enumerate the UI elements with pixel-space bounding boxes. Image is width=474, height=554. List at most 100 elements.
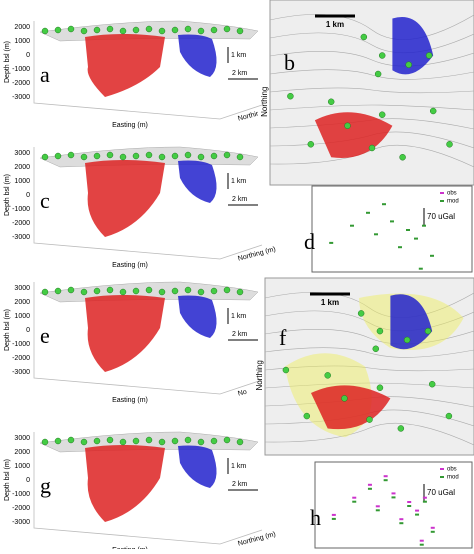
- station: [236, 153, 244, 161]
- station: [80, 438, 88, 446]
- station: [184, 436, 192, 444]
- station: [376, 384, 384, 391]
- station: [425, 52, 433, 59]
- station: [344, 122, 351, 130]
- station: [424, 327, 432, 335]
- station: [307, 141, 315, 148]
- legend-label: obs: [447, 467, 457, 473]
- legend-mod-swatch: [440, 200, 444, 202]
- obs-point: [383, 475, 388, 478]
- obs-point: [415, 509, 420, 512]
- station: [223, 286, 231, 294]
- obs-point: [367, 483, 372, 486]
- station: [54, 152, 62, 160]
- y-tick-label: -3000: [12, 519, 30, 526]
- panel-bg: [311, 185, 473, 273]
- station: [366, 416, 373, 423]
- mod-point: [374, 233, 378, 236]
- y-tick-label: 0: [26, 327, 30, 334]
- y-tick-label: -2000: [12, 505, 30, 512]
- panel-label: g: [40, 473, 51, 498]
- station: [93, 152, 101, 160]
- station: [236, 288, 244, 296]
- scale-label-h: 2 km: [232, 70, 247, 77]
- box-frame: [33, 432, 263, 545]
- red-body: [85, 34, 165, 97]
- scale-label-v: 1 km: [231, 463, 246, 470]
- panel-bg: [314, 461, 473, 549]
- y-tick-label: -2000: [12, 220, 30, 227]
- map-panel: 1 km Northing f: [255, 277, 474, 456]
- panel-label: a: [40, 62, 50, 87]
- axis-label: Northing: [255, 360, 264, 390]
- mod-point: [331, 517, 336, 520]
- contour: [264, 347, 474, 358]
- scale-label-h: 2 km: [232, 196, 247, 203]
- obs-point: [375, 505, 380, 508]
- panel-label: f: [279, 325, 287, 350]
- y-tick-label: 0: [26, 477, 30, 484]
- station: [106, 151, 114, 159]
- station: [132, 152, 140, 160]
- gravity-panel: obs mod 70 uGal d: [304, 185, 473, 273]
- scale-label-h: 2 km: [232, 481, 247, 488]
- station: [145, 25, 153, 33]
- station: [399, 154, 406, 161]
- station: [360, 33, 368, 41]
- panel-3d: 3000 2000 1000 0 -1000 -2000 -3000 Depth bsl (m…: [4, 431, 277, 554]
- station: [236, 438, 244, 446]
- panel-3d: 2000 1000 0 -1000 -2000 -3000 Depth bsl (m) a 1 …: [4, 20, 263, 129]
- scale-label: 70 uGal: [427, 212, 455, 221]
- contour: [269, 87, 474, 94]
- station: [67, 25, 75, 33]
- station: [106, 436, 114, 444]
- station: [184, 25, 192, 33]
- station: [93, 437, 101, 445]
- mod-point: [430, 530, 435, 533]
- station: [184, 286, 192, 294]
- station: [368, 144, 376, 152]
- obs-point: [391, 492, 396, 495]
- mod-point: [398, 246, 402, 249]
- mod-point: [430, 254, 434, 257]
- panel-label: c: [40, 188, 50, 213]
- y-tick-label: 3000: [14, 285, 30, 292]
- station: [171, 26, 179, 34]
- station: [93, 287, 101, 295]
- blue-body: [390, 294, 433, 350]
- station: [197, 153, 205, 161]
- station: [210, 437, 218, 445]
- station: [67, 286, 75, 294]
- station: [446, 141, 453, 148]
- station: [158, 27, 166, 35]
- contour: [269, 51, 474, 67]
- y-axis-label: Depth bsl (m): [4, 309, 11, 351]
- station: [41, 288, 49, 296]
- station: [445, 412, 453, 420]
- y-tick-label: 2000: [14, 24, 30, 31]
- station: [158, 438, 166, 446]
- box-frame: [33, 21, 263, 120]
- y-tick-label: 0: [26, 192, 30, 199]
- scale-label: 1 km: [326, 20, 344, 29]
- mod-point: [382, 203, 386, 206]
- blue-body: [178, 295, 217, 338]
- blue-body: [392, 16, 434, 75]
- station: [67, 436, 75, 444]
- panel-label: b: [284, 50, 295, 75]
- station: [93, 26, 101, 34]
- z-axis-label: Northing (m): [237, 246, 276, 263]
- y-tick-label: -1000: [12, 66, 30, 73]
- obs-point: [331, 513, 336, 516]
- obs-point: [352, 496, 357, 499]
- station: [54, 437, 62, 445]
- y-tick-label: -3000: [12, 234, 30, 241]
- station: [171, 437, 179, 445]
- scale-label-v: 1 km: [231, 52, 246, 59]
- mod-point: [419, 543, 424, 546]
- y-tick-label: 1000: [14, 463, 30, 470]
- box-frame: [33, 282, 263, 395]
- legend-mod-swatch: [440, 476, 444, 478]
- mod-point: [415, 513, 420, 516]
- station: [54, 287, 62, 295]
